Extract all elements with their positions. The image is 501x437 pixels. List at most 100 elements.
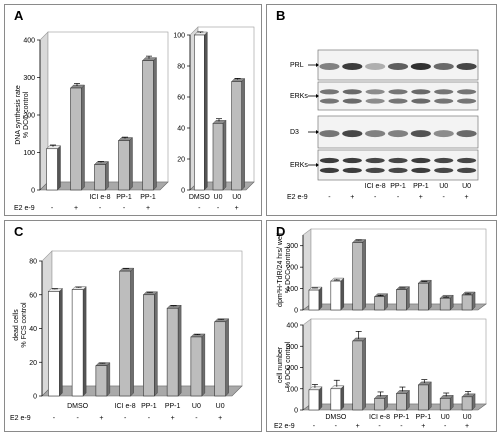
blot-1-band-lower-6 bbox=[456, 98, 477, 104]
D-bottom-sign-7: + bbox=[465, 423, 469, 430]
A-left-sign-0: - bbox=[51, 205, 54, 212]
C-sign-4: - bbox=[148, 415, 151, 422]
A-left-bar-2 bbox=[94, 164, 106, 191]
D-top-floor bbox=[302, 303, 487, 311]
blot-1-band-upper-5 bbox=[434, 89, 454, 95]
A-right-bar-side-0 bbox=[204, 31, 208, 191]
D-top-bar-side-1 bbox=[340, 277, 345, 311]
blot-label-3: ERKs bbox=[290, 162, 308, 169]
panel-c-letter: C bbox=[14, 224, 24, 239]
A-right-ytick-label-5: 100 bbox=[173, 33, 185, 40]
D-top-bar-side-0 bbox=[318, 286, 323, 311]
D-bottom-cat-label-6: U0 bbox=[441, 414, 450, 421]
blot-1-band-upper-0 bbox=[319, 89, 340, 95]
blot-sign-1: + bbox=[350, 194, 354, 201]
D-top-ylabel: dpm³H-TdR/24 hrs/ well% DCC control bbox=[277, 233, 292, 307]
A-right-bar-1 bbox=[212, 123, 224, 191]
C-cat-label-1: DMSO bbox=[67, 403, 89, 410]
blot-1-band-lower-1 bbox=[342, 98, 362, 104]
blot-2-band-2 bbox=[365, 130, 386, 138]
D-bottom-bar-6 bbox=[439, 398, 451, 411]
C-cat-label-4: PP-1 bbox=[141, 403, 157, 410]
C-cat-label-7: U0 bbox=[216, 403, 225, 410]
D-bottom-ytick-label-3: 300 bbox=[286, 344, 298, 351]
A-right-bar-side-2 bbox=[241, 78, 245, 191]
blot-arrowhead-1 bbox=[316, 94, 319, 98]
D-bottom-ylabel: cell number% DCC control bbox=[277, 341, 292, 388]
blot-3-band-lower-5 bbox=[434, 167, 454, 173]
C-sign-2: + bbox=[99, 415, 103, 422]
blot-2-band-6 bbox=[456, 130, 477, 138]
A-left-e2-label: E2 e-9 bbox=[14, 205, 35, 212]
A-left-bar-1 bbox=[70, 87, 82, 191]
D-bottom-cat-label-3: ICI e-8 bbox=[369, 414, 390, 421]
C-bar-4 bbox=[143, 294, 155, 397]
blot-3-band-lower-6 bbox=[456, 167, 477, 173]
C-sign-7: + bbox=[218, 415, 222, 422]
D-bottom-sign-0: - bbox=[313, 423, 316, 430]
blot-2-band-1 bbox=[342, 130, 363, 138]
D-bottom-e2-label: E2 e-9 bbox=[274, 423, 295, 430]
A-right-cat-label-0: DMSO bbox=[189, 194, 211, 201]
blot-0-band-5 bbox=[433, 63, 454, 70]
A-right-ytick-label-1: 20 bbox=[177, 157, 185, 164]
C-bar-side-3 bbox=[130, 267, 134, 397]
C-bar-side-6 bbox=[201, 333, 206, 397]
blot-1-band-upper-3 bbox=[388, 89, 408, 95]
blot-sign-4: + bbox=[419, 194, 423, 201]
panel-a-letter: A bbox=[14, 8, 24, 23]
A-left-ytick-label-2: 200 bbox=[23, 113, 35, 120]
D-bottom-cat-label-1: DMSO bbox=[325, 414, 347, 421]
C-ylabel: dead cells% FCS control bbox=[13, 302, 28, 348]
blot-3-band-upper-4 bbox=[411, 157, 431, 164]
D-top-bar-4 bbox=[396, 289, 407, 311]
A-right-cat-label-1: U0 bbox=[214, 194, 223, 201]
C-cat-label-6: U0 bbox=[192, 403, 201, 410]
blot-arrowhead-0 bbox=[316, 63, 319, 67]
D-top-bar-side-4 bbox=[406, 286, 410, 311]
blot-1-band-upper-6 bbox=[456, 89, 477, 95]
C-sign-0: - bbox=[53, 415, 56, 422]
blot-label-1: ERKs bbox=[290, 93, 308, 100]
D-bottom-bar-1 bbox=[330, 388, 342, 411]
D-bottom-bar-5 bbox=[418, 384, 429, 411]
C-bar-0 bbox=[48, 291, 60, 397]
C-bar-side-1 bbox=[82, 286, 87, 397]
blot-0-band-6 bbox=[456, 63, 477, 70]
C-bar-7 bbox=[214, 321, 226, 397]
blot-sign-5: - bbox=[443, 194, 446, 201]
A-right-ytick-label-4: 80 bbox=[177, 64, 185, 71]
A-left-sign-3: - bbox=[123, 205, 126, 212]
D-bottom-ytick-label-1: 100 bbox=[286, 386, 298, 393]
blot-3-band-upper-1 bbox=[342, 157, 362, 164]
D-bottom-bar-4 bbox=[396, 393, 407, 411]
blot-2-band-5 bbox=[433, 130, 454, 138]
A-left-ytick-label-1: 100 bbox=[23, 150, 35, 157]
blot-3-band-lower-1 bbox=[342, 167, 362, 173]
A-right-ytick-label-3: 60 bbox=[177, 95, 185, 102]
D-bottom-ytick-label-4: 400 bbox=[286, 323, 298, 330]
A-left-bar-side-1 bbox=[81, 84, 85, 191]
D-bottom-sign-3: - bbox=[378, 423, 381, 430]
D-bottom-bar-2 bbox=[352, 340, 363, 411]
C-ytick-label-3: 60 bbox=[29, 292, 37, 299]
blot-label-2: D3 bbox=[290, 129, 299, 136]
blot-e2-label: E2 e-9 bbox=[287, 194, 308, 201]
D-top-ytick-label-3: 300 bbox=[286, 243, 298, 250]
blot-arrowhead-2 bbox=[316, 130, 319, 134]
D-bottom-sign-4: - bbox=[400, 423, 403, 430]
D-top-ytick-label-0: 0 bbox=[294, 308, 298, 315]
blot-0-band-0 bbox=[319, 63, 340, 70]
D-bottom-bar-side-4 bbox=[406, 389, 410, 411]
blot-cat-label-0: ICI e-8 bbox=[365, 183, 386, 190]
A-right-bar-side-1 bbox=[222, 119, 227, 191]
C-bar-1 bbox=[71, 289, 84, 397]
C-bar-side-2 bbox=[106, 362, 111, 397]
blot-0-band-1 bbox=[342, 63, 363, 70]
D-bottom-bar-side-5 bbox=[428, 381, 432, 411]
blot-1-band-upper-4 bbox=[411, 89, 431, 95]
blot-3-band-upper-6 bbox=[456, 157, 477, 164]
D-top-bar-5 bbox=[418, 282, 429, 311]
C-sign-5: + bbox=[171, 415, 175, 422]
blot-3-band-upper-0 bbox=[319, 157, 340, 164]
